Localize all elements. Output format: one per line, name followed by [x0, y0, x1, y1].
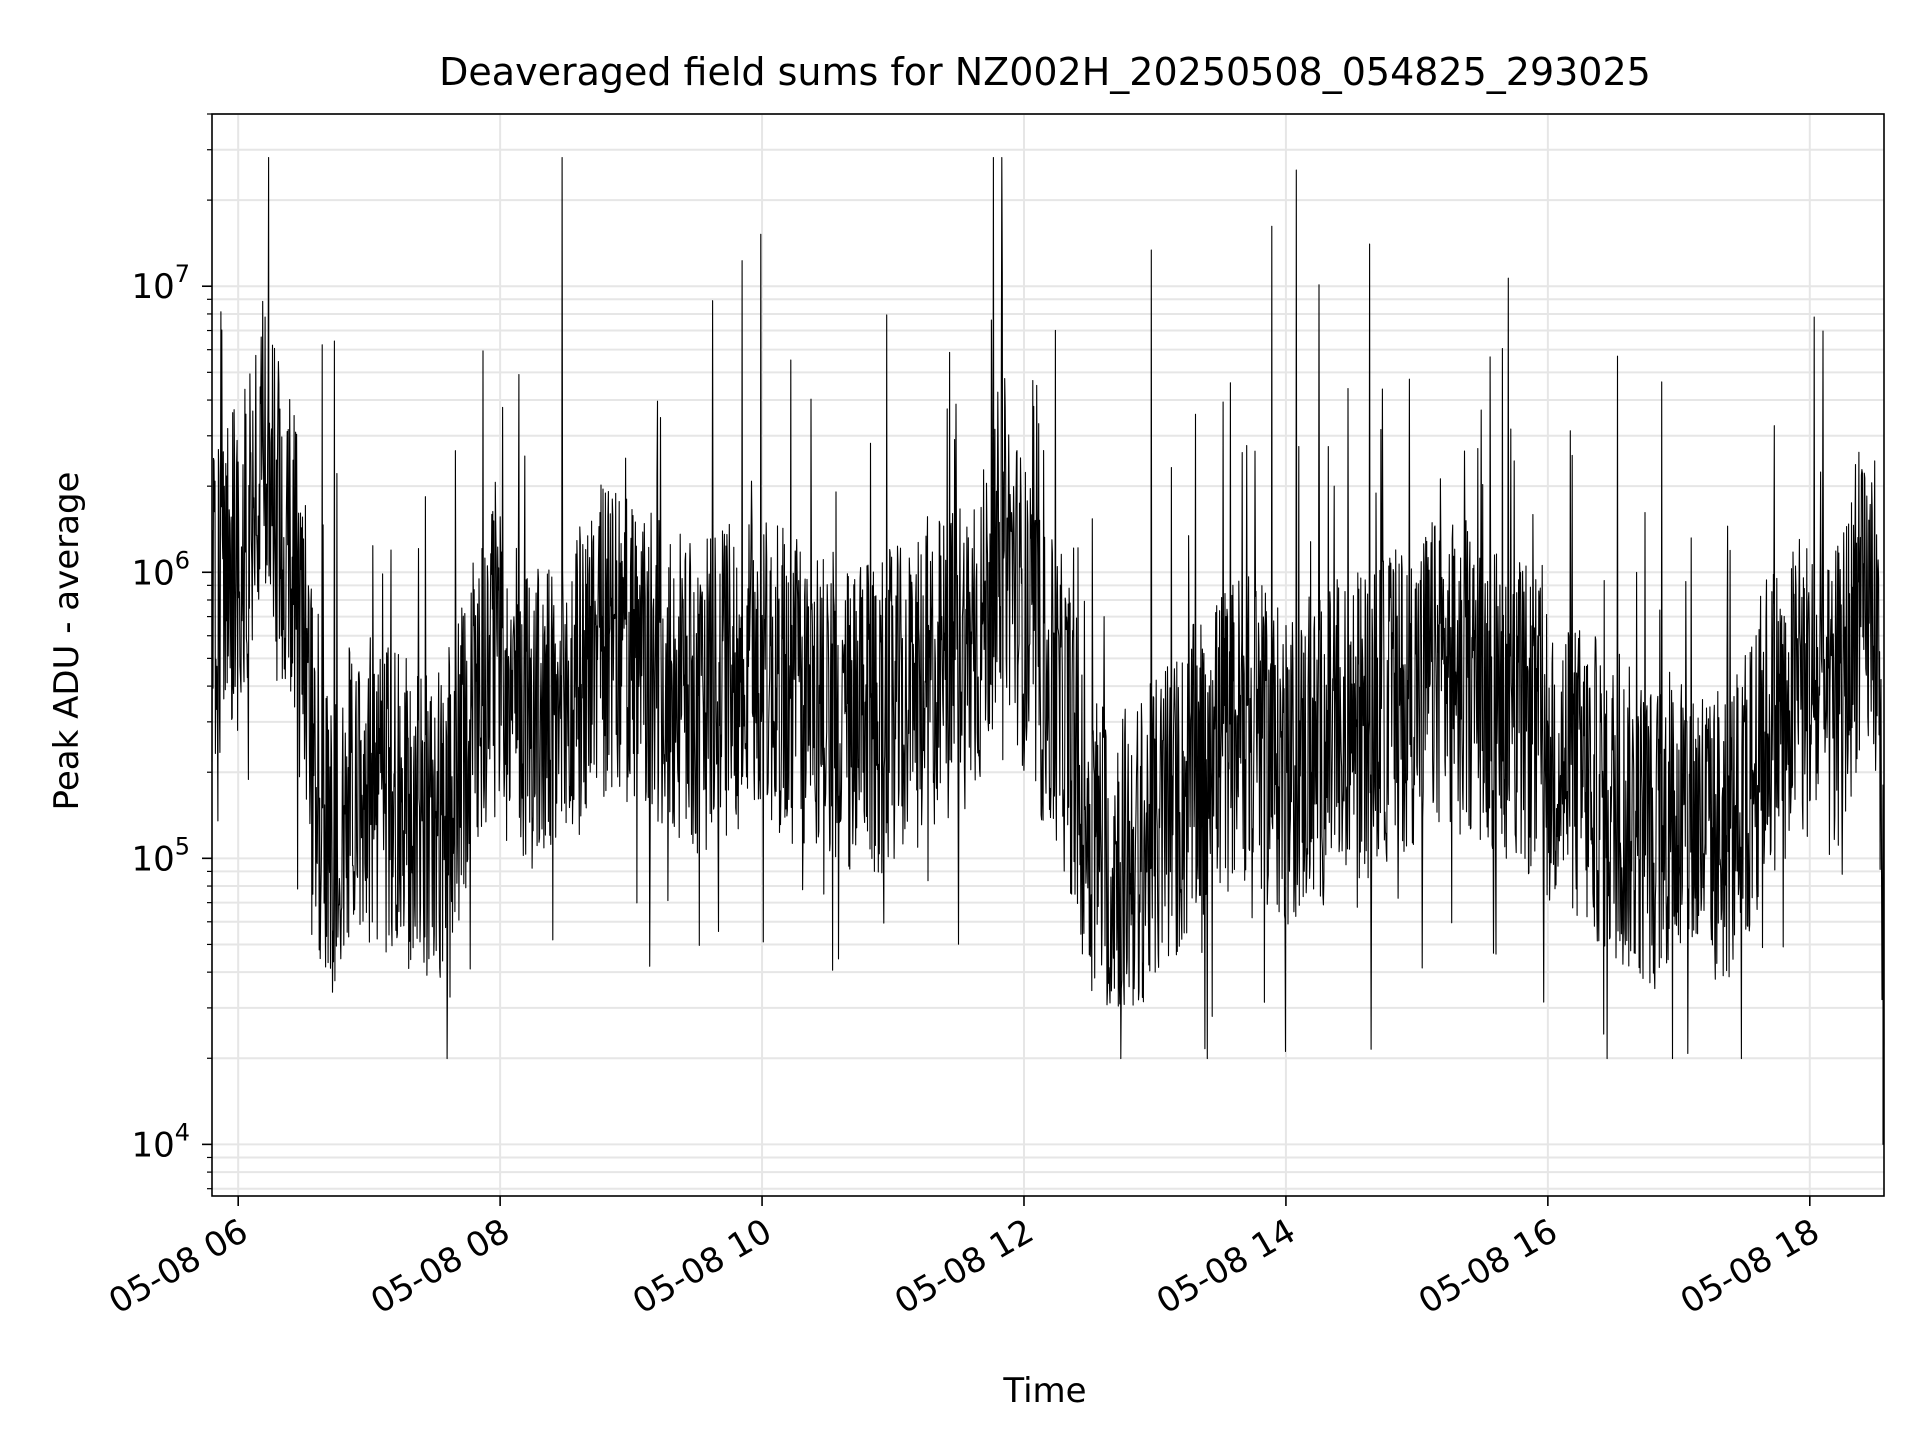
- plot-frame: [211, 113, 1885, 1197]
- y-tick-label: 104: [131, 1118, 190, 1165]
- y-tick-label: 106: [131, 546, 190, 593]
- y-tick-label: 107: [131, 260, 190, 307]
- y-tick-label: 105: [131, 832, 190, 879]
- y-axis: 104 105 106 107: [131, 113, 212, 1190]
- y-axis-label: Peak ADU - average: [47, 472, 87, 811]
- chart-title: Deaveraged field sums for NZ002H_2025050…: [439, 50, 1651, 94]
- x-axis-label: Time: [1002, 1371, 1086, 1411]
- series-line: [211, 156, 1885, 1145]
